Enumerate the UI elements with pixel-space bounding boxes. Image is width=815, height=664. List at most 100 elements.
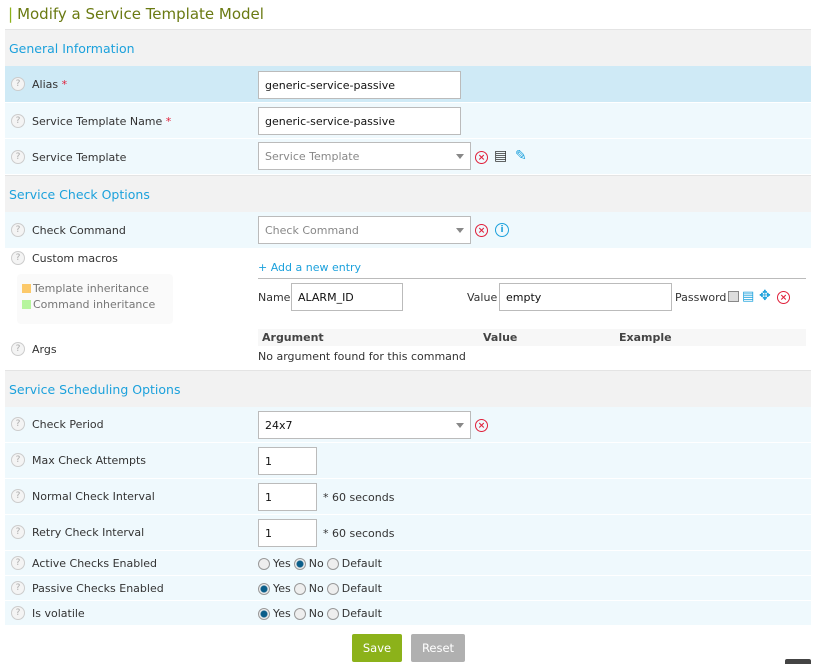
remove-macro-icon[interactable]: × <box>777 291 790 304</box>
row-template-name: ? Service Template Name * generic-service… <box>5 103 811 139</box>
row-normal-check-interval: ? Normal Check Interval 1 * 60 seconds <box>5 479 811 515</box>
divider <box>258 278 806 279</box>
radio-label: Default <box>341 582 382 595</box>
chevron-down-icon <box>456 154 464 159</box>
required-marker: * <box>165 114 172 128</box>
clear-icon[interactable]: × <box>475 151 488 164</box>
radio-label: No <box>308 607 324 620</box>
radio-default[interactable] <box>326 582 339 595</box>
help-icon[interactable]: ? <box>11 606 25 620</box>
check-command-placeholder: Check Command <box>265 223 359 237</box>
radio-label: Yes <box>273 557 291 570</box>
password-label: Password <box>675 291 727 304</box>
max-check-attempts-input[interactable]: 1 <box>258 447 317 475</box>
clear-icon[interactable]: × <box>475 419 488 432</box>
section-service-check-options: Service Check Options <box>5 175 811 212</box>
check-period-value: 24x7 <box>265 418 293 432</box>
macro-value-label: Value <box>467 291 498 304</box>
radio-no[interactable] <box>293 557 306 570</box>
args-table-header: Argument Value Example <box>258 329 806 346</box>
view-template-icon[interactable]: ▤ <box>494 148 508 164</box>
alias-input[interactable]: generic-service-passive <box>258 71 461 99</box>
check-command-select[interactable]: Check Command <box>258 216 471 244</box>
row-check-command: ? Check Command Check Command × i <box>5 212 811 249</box>
section-service-scheduling-options: Service Scheduling Options <box>5 370 811 407</box>
section-general-information: General Information <box>5 29 811 66</box>
password-checkbox[interactable] <box>728 291 739 302</box>
row-active-checks: ? Active Checks Enabled Yes No Default <box>5 551 811 576</box>
clear-icon[interactable]: × <box>475 224 488 237</box>
help-icon[interactable]: ? <box>11 251 25 265</box>
args-label: Args <box>32 342 57 356</box>
radio-label: No <box>308 557 324 570</box>
move-icon[interactable]: ✥ <box>759 288 771 304</box>
normal-check-interval-label: Normal Check Interval <box>32 489 155 503</box>
row-args: ? Args Argument Value Example No argument… <box>5 329 811 370</box>
template-inheritance-swatch <box>22 283 31 293</box>
row-passive-checks: ? Passive Checks Enabled Yes No Default <box>5 576 811 601</box>
radio-label: Yes <box>273 582 291 595</box>
passive-checks-radio-group: Yes No Default <box>258 582 382 595</box>
args-empty-message: No argument found for this command <box>258 350 466 363</box>
macro-value-input[interactable]: empty <box>499 283 672 311</box>
help-icon[interactable]: ? <box>11 114 25 128</box>
row-max-check-attempts: ? Max Check Attempts 1 <box>5 443 811 479</box>
radio-yes[interactable] <box>258 607 270 620</box>
radio-yes[interactable] <box>258 582 270 595</box>
passive-checks-label: Passive Checks Enabled <box>32 581 164 595</box>
help-icon[interactable]: ? <box>11 223 25 237</box>
radio-label: No <box>308 582 324 595</box>
macro-name-input[interactable]: ALARM_ID <box>291 283 403 311</box>
template-name-input[interactable]: generic-service-passive <box>258 107 461 135</box>
help-icon[interactable]: ? <box>11 342 25 356</box>
retry-check-interval-label: Retry Check Interval <box>32 525 145 539</box>
legend-command: Command inheritance <box>33 297 156 311</box>
radio-yes[interactable] <box>258 557 270 570</box>
edit-pencil-icon[interactable]: ✎ <box>515 148 527 164</box>
help-icon[interactable]: ? <box>11 581 25 595</box>
check-period-select[interactable]: 24x7 <box>258 411 471 439</box>
row-check-period: ? Check Period 24x7 × <box>5 407 811 443</box>
help-icon[interactable]: ? <box>11 525 25 539</box>
help-icon[interactable]: ? <box>11 453 25 467</box>
row-service-template: ? Service Template Service Template × ▤ ✎ <box>5 139 811 175</box>
help-icon[interactable]: ? <box>11 417 25 431</box>
service-template-select[interactable]: Service Template <box>258 142 471 170</box>
required-marker: * <box>61 77 68 91</box>
radio-no[interactable] <box>293 607 306 620</box>
retry-check-interval-input[interactable]: 1 <box>258 519 317 547</box>
is-volatile-label: Is volatile <box>32 606 85 620</box>
service-template-placeholder: Service Template <box>265 149 360 163</box>
help-icon[interactable]: ? <box>11 556 25 570</box>
info-icon[interactable]: i <box>495 223 509 237</box>
add-new-entry-link[interactable]: + Add a new entry <box>258 261 362 274</box>
reset-button[interactable]: Reset <box>411 634 465 662</box>
col-value: Value <box>483 331 518 344</box>
help-icon[interactable]: ? <box>11 489 25 503</box>
active-checks-radio-group: Yes No Default <box>258 557 382 570</box>
page-title-text: Modify a Service Template Model <box>17 5 264 23</box>
chevron-down-icon <box>456 423 464 428</box>
radio-default[interactable] <box>326 557 339 570</box>
row-custom-macros: ? Custom macros Template inheritance Comm… <box>5 249 811 329</box>
save-button[interactable]: Save <box>352 634 402 662</box>
custom-macros-label: Custom macros <box>32 251 118 265</box>
help-icon[interactable]: ? <box>11 150 25 164</box>
help-icon[interactable]: ? <box>11 77 25 91</box>
service-template-label: Service Template <box>32 150 127 164</box>
macro-name-label: Name <box>258 291 291 304</box>
active-checks-label: Active Checks Enabled <box>32 556 158 570</box>
radio-label: Default <box>341 607 382 620</box>
col-example: Example <box>619 331 672 344</box>
radio-label: Default <box>341 557 382 570</box>
radio-default[interactable] <box>326 607 339 620</box>
max-check-attempts-label: Max Check Attempts <box>32 453 147 467</box>
is-volatile-radio-group: Yes No Default <box>258 607 382 620</box>
legend-template: Template inheritance <box>33 281 149 295</box>
description-icon[interactable]: ▤ <box>742 289 755 304</box>
template-name-label: Service Template Name <box>32 114 163 128</box>
radio-no[interactable] <box>293 582 306 595</box>
check-command-label: Check Command <box>32 223 126 237</box>
normal-check-interval-input[interactable]: 1 <box>258 483 317 511</box>
scroll-top-button[interactable] <box>785 659 811 664</box>
